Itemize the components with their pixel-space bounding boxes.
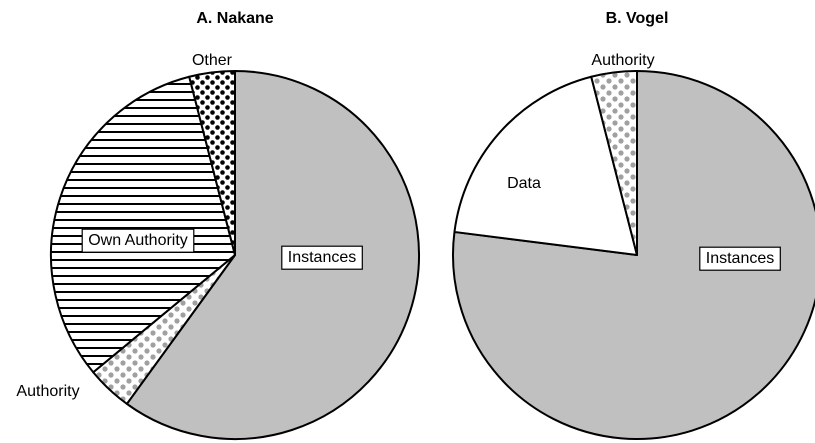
slice-label-instances: Instances (699, 246, 781, 271)
slice-label-text: Authority (16, 383, 79, 400)
slice-label-own-authority: Own Authority (81, 228, 195, 253)
pie-slice-authority (590, 70, 638, 256)
pie-chart-vogel: B. Vogel Instances Data Authority (452, 10, 815, 440)
slice-label-authority: Authority (16, 383, 79, 400)
pie-slice-data (453, 75, 638, 256)
pie-slice-instances (125, 70, 420, 440)
chart-title-nakane: A. Nakane (196, 10, 273, 27)
slice-label-text: Data (507, 175, 541, 192)
label-box (81, 228, 195, 253)
label-box (699, 246, 781, 271)
slice-label-text: Own Authority (88, 232, 188, 249)
chart-title-vogel: B. Vogel (606, 10, 669, 27)
slice-label-text: Authority (591, 52, 654, 69)
pie-slice-own-authority (50, 75, 236, 374)
pie-chart-nakane: A. Nakane Instances Authority Own Authorit… (16, 10, 420, 440)
pie-slice-other (188, 70, 236, 256)
slice-label-instances: Instances (281, 245, 363, 270)
slice-label-other: Other (192, 52, 233, 69)
slice-label-authority: Authority (591, 52, 654, 69)
slice-label-text: Other (192, 52, 233, 69)
slice-label-text: Instances (706, 250, 774, 267)
slice-label-data: Data (507, 175, 541, 192)
slice-label-text: Instances (288, 249, 356, 266)
label-box (281, 245, 363, 270)
